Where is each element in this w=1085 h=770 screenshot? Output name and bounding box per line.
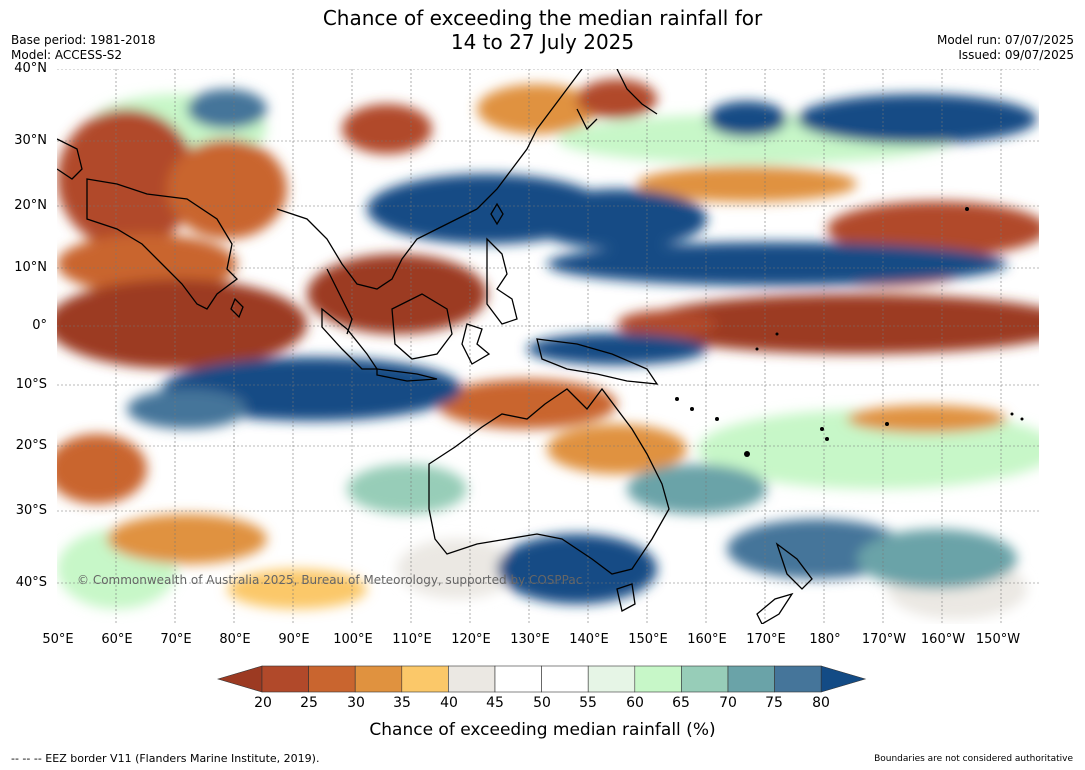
colorbar-segment — [681, 665, 729, 693]
lon-label: 80°E — [219, 632, 251, 647]
lon-label: 50°E — [42, 632, 74, 647]
lon-label: 90°E — [278, 632, 310, 647]
colorbar-segment — [587, 665, 636, 693]
lat-label: 30°S — [15, 503, 47, 518]
model-text: Model: ACCESS-S2 — [11, 48, 123, 62]
lon-label: 110°E — [392, 632, 432, 647]
colorbar-tick: 30 — [347, 695, 365, 711]
lon-label: 160°E — [687, 632, 727, 647]
colorbar-segment — [401, 665, 449, 693]
colorbar-tick: 60 — [626, 695, 644, 711]
lon-label: 150°W — [975, 632, 1021, 647]
colorbar-extend-low — [216, 665, 263, 693]
lat-label: 40°S — [15, 575, 47, 590]
lat-label: 20°S — [15, 438, 47, 453]
colorbar-segment — [634, 665, 682, 693]
colorbar-segment — [774, 665, 822, 693]
colorbar-tick: 20 — [254, 695, 272, 711]
lon-label: 100°E — [333, 632, 373, 647]
base-period-text: Base period: 1981-2018 — [11, 33, 156, 47]
lon-label: 140°E — [569, 632, 609, 647]
colorbar-extend-high — [820, 665, 867, 693]
colorbar-segment — [261, 665, 309, 693]
lon-label: 180° — [809, 632, 841, 647]
lon-label: 160°W — [920, 632, 966, 647]
lon-label: 150°E — [628, 632, 668, 647]
lon-label: 170°W — [861, 632, 907, 647]
lon-label: 120°E — [451, 632, 491, 647]
colorbar-segment — [727, 665, 775, 693]
disclaimer-note: Boundaries are not considered authoritat… — [874, 754, 1073, 764]
lat-label: 10°S — [15, 377, 47, 392]
map-title-line1: Chance of exceeding the median rainfall … — [322, 6, 763, 30]
colorbar-segment — [541, 665, 589, 693]
eez-note: -- -- -- EEZ border V11 (Flanders Marine… — [11, 752, 320, 765]
colorbar-tick: 65 — [672, 695, 690, 711]
colorbar-tick: 75 — [765, 695, 783, 711]
colorbar-segment — [448, 665, 496, 693]
colorbar-tick: 35 — [393, 695, 411, 711]
lat-label: 40°N — [14, 61, 47, 76]
rainfall-map-graphic: © Commonwealth of Australia 2025, Bureau… — [57, 69, 1039, 624]
lon-label: 170°E — [746, 632, 786, 647]
lat-label: 10°N — [14, 260, 47, 275]
colorbar-title: Chance of exceeding median rainfall (%) — [369, 720, 716, 740]
colorbar-tick: 45 — [486, 695, 504, 711]
colorbar-segment — [494, 665, 542, 693]
colorbar-tick: 55 — [579, 695, 597, 711]
map-title-line2: 14 to 27 July 2025 — [450, 30, 635, 54]
lon-label: 130°E — [510, 632, 550, 647]
model-run-text: Model run: 07/07/2025 — [936, 33, 1074, 47]
colorbar-tick: 25 — [300, 695, 318, 711]
lon-label: 70°E — [160, 632, 192, 647]
colorbar-tick: 50 — [533, 695, 551, 711]
colorbar-tick: 70 — [719, 695, 737, 711]
colorbar-segment — [308, 665, 356, 693]
copyright-text: © Commonwealth of Australia 2025, Bureau… — [77, 573, 582, 587]
colorbar — [216, 665, 867, 693]
rainfall-map: © Commonwealth of Australia 2025, Bureau… — [57, 69, 1039, 624]
lat-label: 30°N — [14, 133, 47, 148]
colorbar-segment — [354, 665, 403, 693]
colorbar-tick: 40 — [440, 695, 458, 711]
lon-label: 60°E — [101, 632, 133, 647]
issued-text: Issued: 09/07/2025 — [958, 48, 1074, 62]
lat-label: 0° — [32, 318, 47, 333]
lat-label: 20°N — [14, 198, 47, 213]
colorbar-tick: 80 — [812, 695, 830, 711]
